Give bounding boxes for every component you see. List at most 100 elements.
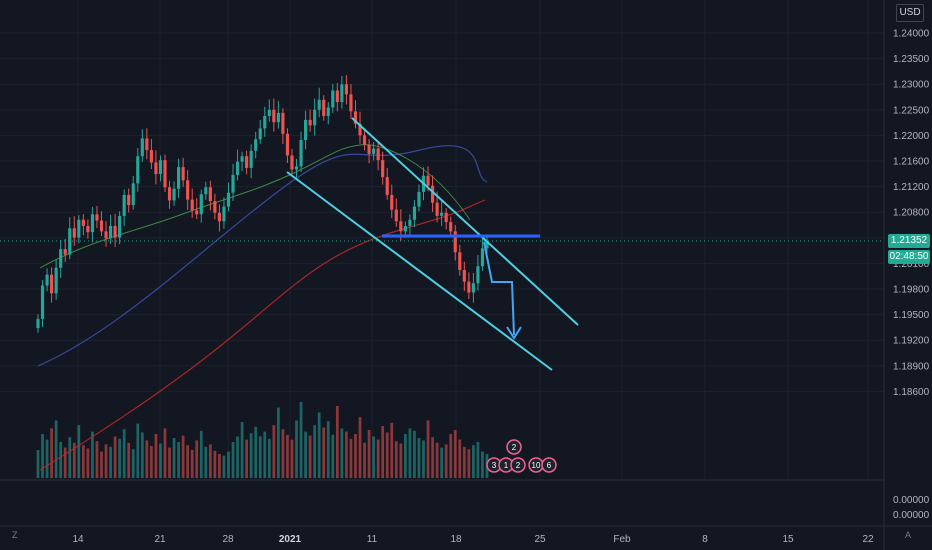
candle-body	[140, 138, 144, 157]
channel-upper-line	[351, 117, 579, 326]
candle-body	[136, 156, 140, 184]
price-tick-label: 1.22000	[893, 131, 930, 142]
time-tick-label: 28	[222, 534, 234, 545]
candle-body	[99, 220, 104, 232]
candle-body	[299, 140, 303, 167]
candle-body	[204, 187, 208, 195]
volume-bar	[317, 412, 321, 478]
volume-bar	[340, 428, 344, 478]
time-tick-label: 25	[534, 534, 546, 545]
time-axis[interactable]: 14 21 28 2021 11 18 25 Feb 8 15 22	[72, 534, 874, 545]
candle-body	[235, 161, 240, 175]
candle-body	[167, 187, 172, 201]
volume-bar	[286, 434, 289, 478]
countdown-tag: 02:48:50	[888, 250, 930, 264]
price-axis[interactable]: 1.24000 1.23500 1.23000 1.22500 1.22000 1.216…	[893, 29, 930, 398]
volume-bar	[77, 425, 81, 478]
candle-body	[267, 109, 271, 117]
time-tick-label: 11	[367, 534, 378, 545]
candle-body	[59, 249, 63, 268]
price-tick-label: 1.22500	[893, 105, 930, 116]
volume-bar	[385, 432, 389, 478]
event-badges[interactable]: 2 3 1 2 10 6	[486, 439, 557, 473]
indicator-tick-1: 0.00000	[893, 495, 930, 506]
event-badge-top-ring	[506, 439, 522, 455]
volume-bar	[86, 448, 90, 478]
candle-body	[249, 150, 253, 168]
time-tick-label: 15	[782, 534, 794, 545]
price-tick-label: 1.19200	[893, 336, 930, 347]
candle-body	[444, 212, 448, 223]
volume-bar	[453, 430, 457, 478]
volume-bar	[331, 434, 335, 478]
volume-bar	[281, 429, 285, 478]
currency-button[interactable]: USD	[896, 4, 924, 22]
event-badge-c-label: 2	[516, 461, 521, 470]
candle-body	[331, 90, 335, 108]
candle-body	[362, 135, 367, 145]
candle-body	[285, 133, 290, 156]
candle-body	[440, 212, 444, 216]
volume-bar	[308, 435, 312, 478]
candle-body	[449, 222, 453, 232]
candle-body	[408, 219, 412, 226]
candle-body	[118, 215, 122, 238]
volume-bar	[381, 426, 385, 478]
candle-body	[403, 225, 407, 232]
candle-body	[480, 248, 485, 267]
event-badge-top-label: 2	[512, 443, 517, 452]
auto-scale-label[interactable]: A	[905, 530, 912, 540]
candle-body	[476, 266, 480, 284]
volume-bar	[449, 434, 453, 478]
volume-bar	[345, 431, 348, 478]
volume-bar	[326, 421, 330, 478]
volume-bar	[426, 420, 430, 478]
candle-body	[417, 191, 421, 207]
candle-body	[435, 202, 439, 216]
price-tick-label: 1.18600	[893, 387, 930, 398]
volume-bar	[118, 438, 121, 478]
candle-body	[77, 219, 81, 238]
volume-bar	[218, 454, 221, 478]
price-tick-label: 1.21600	[893, 157, 930, 168]
candle-body	[245, 156, 249, 168]
volume-bar	[81, 445, 85, 478]
candle-body	[40, 285, 45, 319]
candle-body	[154, 162, 158, 175]
event-badge-b-label: 1	[504, 461, 509, 470]
volume-bar	[100, 451, 103, 478]
candle-body	[72, 228, 76, 238]
volume-bar	[263, 431, 267, 478]
volume-bar	[150, 446, 153, 478]
time-tick-label: 18	[450, 534, 462, 545]
volume-bar	[258, 436, 262, 478]
candle-body	[471, 283, 475, 293]
candle-body	[340, 84, 344, 103]
volume-bar	[131, 449, 135, 478]
channel-lower-line	[286, 171, 553, 371]
price-tick-label: 1.24000	[893, 29, 930, 40]
candle-body	[231, 174, 235, 193]
candle-body	[163, 160, 167, 188]
timezone-corner-label[interactable]: Z	[12, 530, 18, 540]
candle-body	[290, 155, 294, 170]
volume-bar	[335, 406, 339, 478]
candle-body	[426, 175, 430, 186]
trend-drawings[interactable]	[0, 117, 884, 371]
time-tick-label: 22	[862, 534, 874, 545]
volume-bar	[63, 447, 67, 478]
volume-bar	[358, 417, 362, 478]
candle-body	[127, 194, 131, 206]
volume-bar	[372, 436, 375, 478]
candle-body	[381, 160, 385, 178]
candle-body	[303, 119, 308, 141]
volume-bar	[417, 438, 421, 478]
volume-bar	[145, 440, 149, 478]
candle-body	[177, 167, 181, 189]
volume-bar	[322, 427, 326, 478]
time-tick-label: 2021	[279, 534, 302, 545]
event-badge-e-label: 6	[547, 461, 552, 470]
volume-bar	[72, 442, 76, 478]
volume-bar	[227, 451, 230, 478]
